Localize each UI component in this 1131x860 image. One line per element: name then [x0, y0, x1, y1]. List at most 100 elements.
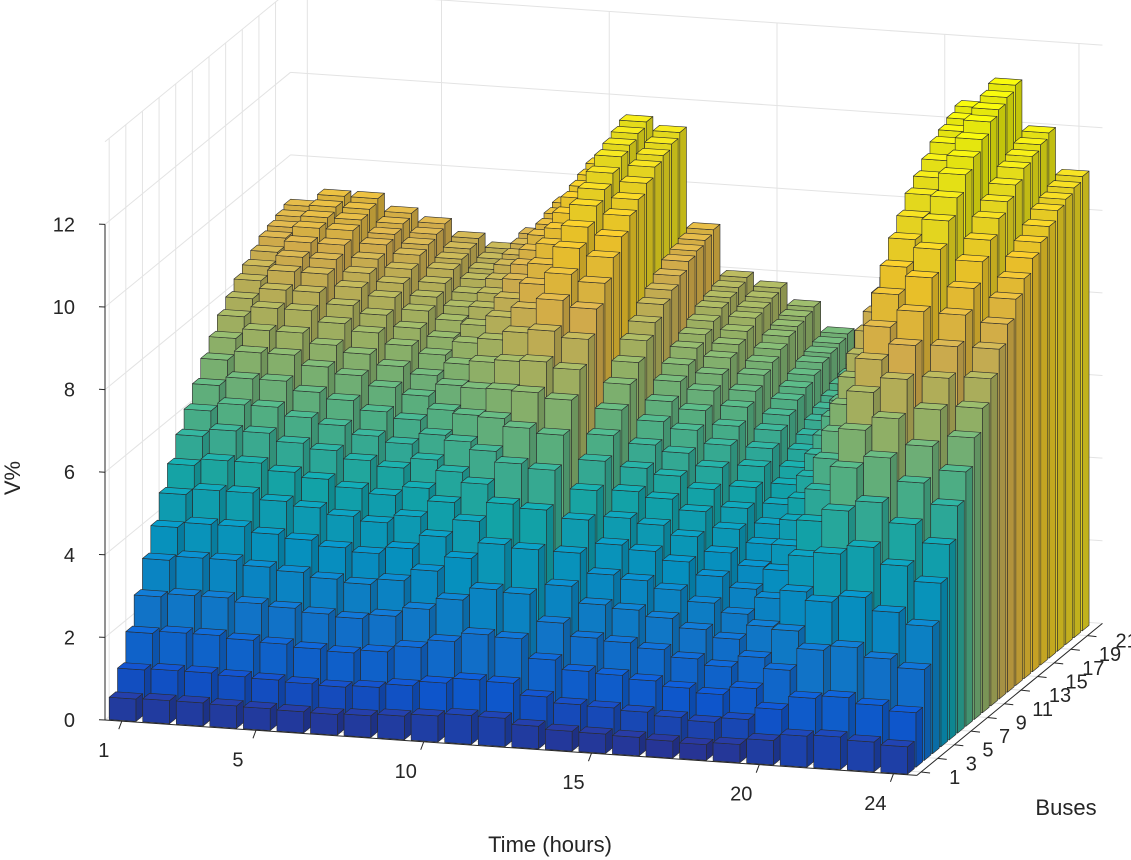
bar-top-face — [444, 707, 479, 716]
bar-top-face — [779, 728, 814, 737]
z-tick-label: 0 — [64, 710, 75, 732]
bar-top-face — [343, 453, 378, 461]
bar-top-face — [1021, 125, 1056, 134]
bar-top-face — [310, 706, 345, 715]
bar-top-face — [375, 216, 411, 225]
bar-top-face — [560, 219, 595, 228]
bar-top-face — [511, 542, 546, 551]
bar-top-face — [669, 340, 704, 349]
y-tick-label: 7 — [999, 726, 1010, 748]
bar-top-face — [871, 411, 906, 420]
bar-top-face — [913, 402, 948, 411]
bar-top-face — [695, 459, 730, 468]
bar-front-face — [779, 734, 808, 768]
bar-top-face — [996, 160, 1031, 169]
bar-top-face — [242, 425, 277, 434]
bar-top-face — [234, 596, 269, 605]
bar-top-face — [1013, 137, 1048, 146]
bar-top-face — [720, 500, 755, 509]
bar-top-face — [603, 635, 638, 644]
bar-side-face — [504, 712, 513, 747]
bar-h13-b1 — [511, 718, 546, 750]
bar-top-face — [879, 371, 915, 380]
bar-top-face — [276, 564, 311, 573]
bar-h5-b1 — [243, 701, 278, 731]
bar-top-face — [913, 241, 948, 250]
bar-top-face — [694, 300, 729, 309]
bar-side-face — [932, 620, 940, 754]
bar-top-face — [233, 345, 269, 354]
bar-top-face — [846, 539, 881, 548]
bar-top-face — [561, 331, 596, 340]
bar-top-face — [930, 339, 965, 348]
bar-h9-b1 — [377, 708, 412, 741]
bar-top-face — [686, 383, 721, 392]
bar-top-face — [855, 495, 890, 504]
bar-top-face — [536, 427, 571, 436]
bar-top-face — [770, 319, 805, 327]
bar-top-face — [326, 393, 361, 401]
bar-top-face — [250, 300, 285, 309]
bar-top-face — [1013, 234, 1048, 243]
bar-top-face — [309, 337, 344, 346]
bar-top-face — [703, 290, 738, 299]
bar-top-face — [661, 253, 696, 262]
bar-h17-b1 — [645, 733, 680, 759]
bar-top-face — [552, 362, 587, 371]
bar-top-face — [217, 669, 252, 678]
y-tick-mark — [1020, 689, 1030, 692]
bar-top-face — [711, 418, 747, 427]
bar-top-face — [897, 661, 932, 670]
bar-top-face — [637, 642, 672, 651]
bar-top-face — [293, 500, 328, 509]
bar-side-face — [990, 372, 998, 707]
bar-h10-b1 — [410, 708, 445, 743]
bar-front-face — [343, 713, 372, 738]
bar-top-face — [342, 201, 377, 210]
x-tick-mark — [118, 720, 123, 730]
bar-side-face — [915, 706, 923, 768]
bar-h12-b1 — [477, 710, 513, 747]
y-tick-mark — [921, 771, 931, 774]
bar-top-face — [409, 226, 444, 235]
bar-top-face — [469, 582, 504, 590]
bar-front-face — [813, 734, 841, 770]
bar-top-face — [200, 590, 236, 599]
bar-top-face — [653, 374, 688, 382]
bar-top-face — [308, 199, 343, 208]
bar-top-face — [326, 645, 361, 654]
bar-top-face — [686, 313, 721, 322]
x-tick-mark — [755, 764, 760, 773]
bar-top-face — [753, 341, 788, 350]
bar-top-face — [938, 464, 973, 473]
bar-top-face — [963, 114, 998, 123]
bar-top-face — [963, 232, 998, 241]
bar-top-face — [276, 704, 311, 713]
bar-top-face — [284, 303, 319, 312]
y-tick-label: 1 — [949, 767, 960, 789]
bar-top-face — [971, 210, 1006, 219]
bar-top-face — [778, 380, 813, 389]
bar-top-face — [678, 504, 713, 512]
bar-top-face — [284, 410, 319, 419]
bar-side-face — [471, 709, 479, 745]
bar-top-face — [703, 350, 738, 359]
bar-top-face — [184, 516, 219, 525]
bar-top-face — [133, 589, 168, 598]
bar-top-face — [736, 300, 771, 309]
bar-side-face — [948, 538, 957, 741]
bar-top-face — [728, 480, 763, 488]
bar-top-face — [545, 723, 580, 732]
bar-top-face — [569, 198, 604, 207]
bar-top-face — [117, 662, 152, 671]
bar-top-face — [192, 483, 227, 492]
bar-top-face — [620, 573, 655, 582]
bar-top-face — [553, 545, 588, 554]
bar-top-face — [762, 407, 797, 416]
bar-side-face — [1040, 236, 1048, 666]
bar-top-face — [243, 701, 278, 710]
bar-top-face — [419, 675, 454, 684]
bar-top-face — [461, 627, 496, 636]
bar-top-face — [544, 578, 579, 587]
bar-side-face — [965, 466, 973, 727]
